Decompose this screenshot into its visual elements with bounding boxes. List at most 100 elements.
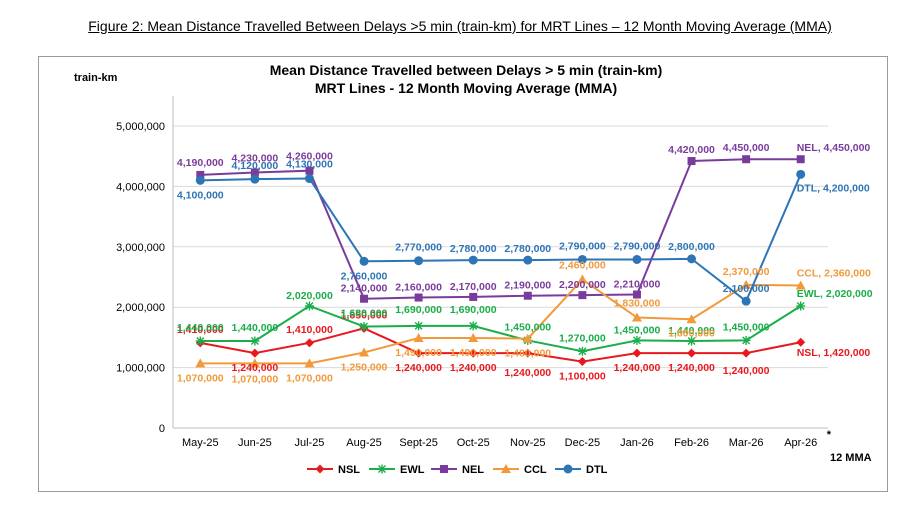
x-tick-label: Nov-25 (510, 437, 545, 449)
data-point (577, 274, 588, 284)
legend-label: NEL (462, 464, 484, 476)
data-point (414, 256, 424, 266)
data-label: 1,240,000 (450, 362, 497, 374)
data-point (632, 348, 642, 358)
data-label: 1,680,000 (341, 308, 388, 320)
data-point (360, 294, 369, 303)
data-point (250, 348, 260, 358)
data-point (468, 333, 479, 343)
data-point (468, 255, 478, 265)
data-label: 2,790,000 (614, 240, 661, 252)
data-point (413, 333, 424, 343)
data-label: 1,070,000 (286, 372, 333, 384)
x-tick-label: May-25 (182, 437, 219, 449)
data-label: 2,170,000 (450, 281, 497, 293)
x-tick-label: Apr-26 (784, 437, 817, 449)
data-point (522, 333, 533, 343)
data-label: DTL, 4,200,000 (797, 182, 870, 194)
data-label: 1,240,000 (504, 367, 551, 379)
data-point (741, 296, 751, 306)
data-label: 2,770,000 (395, 242, 442, 254)
data-label: 2,100,000 (723, 283, 770, 295)
legend-item-nel: NEL (431, 464, 484, 476)
data-label: 1,690,000 (450, 304, 497, 316)
data-point (742, 155, 751, 164)
y-tick-label: 2,000,000 (116, 302, 165, 314)
chart-title: Mean Distance Travelled between Delays >… (270, 62, 663, 78)
data-label: 2,780,000 (450, 243, 497, 255)
data-point (796, 155, 805, 164)
data-label: NEL, 4,450,000 (797, 142, 871, 154)
figure-caption: Figure 2: Mean Distance Travelled Betwee… (88, 18, 832, 34)
x-tick-label: Mar-26 (729, 437, 764, 449)
data-label: 2,460,000 (559, 259, 606, 271)
data-point (414, 348, 424, 358)
data-point (741, 335, 751, 345)
data-point (440, 465, 448, 473)
data-label: 4,190,000 (177, 157, 224, 169)
data-label: 1,410,000 (177, 324, 224, 336)
data-label: 2,020,000 (286, 290, 333, 302)
y-tick-label: 5,000,000 (116, 121, 165, 133)
x-axis-label: 12 MMA (830, 452, 872, 464)
data-point (305, 166, 314, 175)
legend-label: EWL (400, 464, 425, 476)
data-point (741, 279, 752, 289)
data-label: 4,130,000 (286, 159, 333, 171)
data-label: 2,160,000 (395, 282, 442, 294)
data-label: 1,490,000 (395, 347, 442, 359)
data-point (577, 346, 587, 356)
data-label: CCL, 2,360,000 (797, 267, 871, 279)
data-label: 2,190,000 (504, 280, 551, 292)
data-label: 1,240,000 (723, 365, 770, 377)
data-label: 1,240,000 (668, 362, 715, 374)
data-point (796, 301, 806, 311)
legend-label: NSL (338, 464, 360, 476)
data-point (563, 464, 573, 474)
data-label: 2,210,000 (614, 279, 661, 291)
gridlines (173, 125, 828, 369)
data-label: 2,800,000 (668, 241, 715, 253)
data-label: 4,100,000 (177, 189, 224, 201)
data-point (796, 169, 806, 179)
data-point (577, 254, 587, 264)
legend: NSL EWL NEL CCL DTL (307, 464, 608, 476)
series-dtl (195, 169, 806, 306)
series-line (200, 327, 801, 363)
data-label: NSL, 1,420,000 (797, 347, 871, 359)
data-point (196, 170, 205, 179)
y-tick-label: 3,000,000 (116, 242, 165, 254)
legend-item-dtl: DTL (555, 464, 608, 476)
data-label: 1,480,000 (504, 348, 551, 360)
x-tick-label: Jul-25 (294, 437, 324, 449)
data-label: 4,450,000 (723, 142, 770, 154)
data-label: 1,830,000 (614, 297, 661, 309)
data-point (501, 464, 511, 473)
data-point (359, 347, 370, 357)
series-ccl (195, 274, 806, 368)
data-point (250, 336, 260, 346)
data-point (414, 293, 423, 302)
x-tick-note: * (827, 429, 832, 441)
data-point (796, 337, 806, 347)
chart-subtitle: MRT Lines - 12 Month Moving Average (MMA… (315, 80, 617, 96)
data-label: 1,450,000 (504, 321, 551, 333)
data-label: 2,780,000 (504, 243, 551, 255)
data-label: 2,140,000 (341, 283, 388, 295)
data-point (741, 348, 751, 358)
data-label: 2,200,000 (559, 279, 606, 291)
series-line (200, 158, 801, 300)
data-point (468, 321, 478, 331)
data-label: 1,240,000 (232, 362, 279, 374)
data-point (414, 321, 424, 331)
data-label: 2,370,000 (723, 266, 770, 278)
data-point (687, 336, 697, 346)
data-point (195, 336, 205, 346)
data-label: 4,230,000 (232, 153, 279, 165)
data-label: 1,070,000 (177, 372, 224, 384)
data-point (631, 312, 642, 322)
data-point (304, 358, 315, 368)
data-point (577, 357, 587, 367)
y-axis-label: train-km (74, 72, 118, 84)
